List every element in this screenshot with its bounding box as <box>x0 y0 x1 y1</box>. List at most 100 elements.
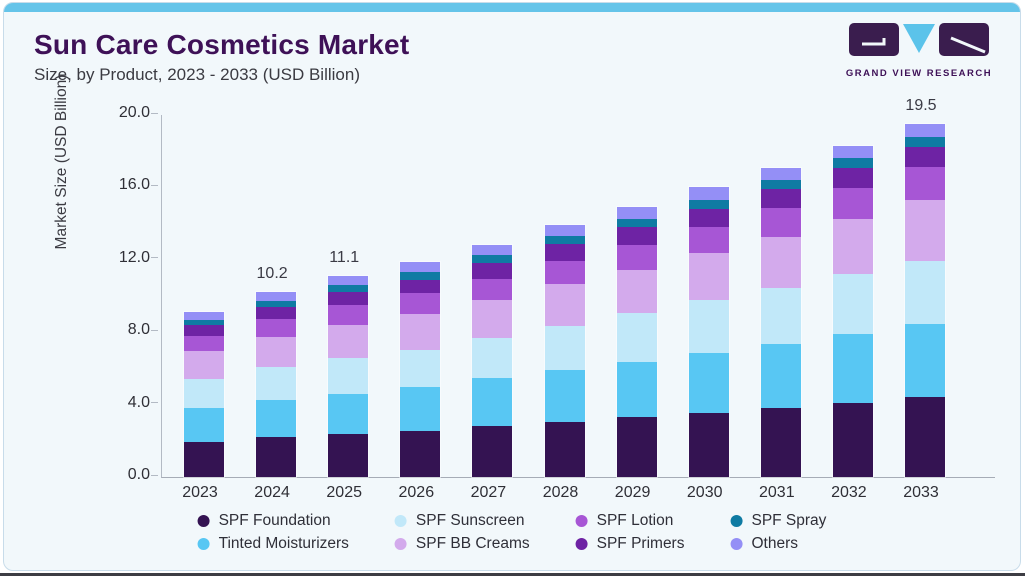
bar-segment-spf-foundation <box>905 397 945 477</box>
legend-item-spf-lotion: SPF Lotion <box>575 512 685 530</box>
bar-segment-spf-bb-creams <box>328 324 369 359</box>
legend-label: SPF Spray <box>751 512 827 529</box>
y-tick-label: 4.0 <box>127 393 150 411</box>
card-frame: Sun Care Cosmetics Market Size, by Produ… <box>3 2 1021 571</box>
bar-total-label-2033: 19.5 <box>905 97 937 115</box>
bar-segment-spf-primers <box>760 189 801 209</box>
bar-segment-spf-lotion <box>328 305 369 325</box>
legend-label: SPF Sunscreen <box>415 512 525 529</box>
page-subtitle: Size, by Product, 2023 - 2033 (USD Billi… <box>34 65 360 84</box>
bar-segment-spf-bb-creams <box>760 237 801 288</box>
bar-segment-spf-sunscreen <box>905 260 945 325</box>
bar-segment-spf-foundation <box>544 421 585 477</box>
bar-segment-spf-lotion <box>256 318 297 337</box>
x-axis-label-2026: 2026 <box>398 484 435 501</box>
bar-segment-spf-foundation <box>400 430 441 477</box>
y-tick-label: 12.0 <box>118 248 150 266</box>
bar-2032 <box>831 144 874 479</box>
bar-segment-others <box>184 312 224 320</box>
bar-segment-spf-sunscreen <box>400 350 441 388</box>
bar-2023 <box>183 311 225 478</box>
bar-2030 <box>687 186 730 478</box>
bar-segment-tinted-moisturizers <box>905 324 945 398</box>
bar-total-label-2024: 10.2 <box>256 265 288 283</box>
bar-segment-spf-foundation <box>832 402 873 477</box>
bar-segment-spf-foundation <box>760 408 801 477</box>
top-accent-bar <box>4 3 1020 12</box>
bar-segment-tinted-moisturizers <box>328 393 369 435</box>
bar-segment-spf-spray <box>184 319 224 325</box>
bar-segment-spf-sunscreen <box>760 287 801 344</box>
bar-segment-others <box>544 225 585 237</box>
bar-segment-spf-bb-creams <box>832 219 873 275</box>
bar-segment-spf-bb-creams <box>184 351 224 380</box>
legend-swatch-tinted-moisturizers <box>197 538 210 550</box>
x-axis-label-2029: 2029 <box>614 484 651 501</box>
bar-segment-spf-spray <box>328 285 369 293</box>
bar-segment-others <box>688 187 729 201</box>
bar-segment-spf-sunscreen <box>688 300 729 353</box>
bar-2033 <box>904 123 946 478</box>
bar-segment-spf-spray <box>760 180 801 190</box>
legend-swatch-spf-foundation <box>197 515 210 527</box>
legend-item-spf-bb-creams: SPF BB Creams <box>394 535 530 553</box>
bar-segment-spf-primers <box>688 209 729 228</box>
bar-segment-spf-sunscreen <box>544 325 585 371</box>
bar-segment-spf-primers <box>616 227 657 246</box>
bar-segment-spf-foundation <box>616 417 657 477</box>
bar-2025 <box>327 275 370 478</box>
bar-2031 <box>759 166 802 478</box>
legend-item-spf-primers: SPF Primers <box>575 535 684 553</box>
bar-segment-spf-lotion <box>544 260 585 285</box>
y-tick-mark <box>151 112 158 114</box>
bar-segment-spf-bb-creams <box>256 336 297 368</box>
legend-item-tinted-moisturizers: Tinted Moisturizers <box>197 535 349 553</box>
legend-label: SPF Lotion <box>596 512 674 529</box>
y-tick-label: 20.0 <box>118 104 150 121</box>
bar-2028 <box>543 224 586 478</box>
bar-segment-spf-sunscreen <box>328 358 369 394</box>
bar-2029 <box>615 206 658 478</box>
y-tick-mark <box>151 402 158 404</box>
bar-segment-spf-bb-creams <box>472 299 513 338</box>
y-tick-mark <box>151 257 158 259</box>
bar-segment-tinted-moisturizers <box>760 343 801 409</box>
legend-item-spf-spray: SPF Spray <box>730 512 826 530</box>
bar-segment-others <box>832 145 873 159</box>
legend-item-others: Others <box>730 535 826 553</box>
bar-segment-tinted-moisturizers <box>616 362 657 418</box>
bar-segment-spf-bb-creams <box>544 284 585 326</box>
bar-segment-spf-lotion <box>688 227 729 254</box>
bar-segment-spf-spray <box>905 136 945 147</box>
bar-segment-tinted-moisturizers <box>832 333 873 403</box>
legend-label: Tinted Moisturizers <box>218 535 349 552</box>
bar-segment-tinted-moisturizers <box>400 387 441 431</box>
bar-total-label-2025: 11.1 <box>329 249 360 267</box>
bar-segment-spf-sunscreen <box>616 313 657 363</box>
bar-segment-others <box>328 276 369 286</box>
bar-segment-spf-bb-creams <box>688 253 729 301</box>
legend-swatch-spf-lotion <box>575 515 588 527</box>
gvr-logo: GRAND VIEW RESEARCH <box>844 23 994 79</box>
x-axis-label-2027: 2027 <box>470 484 507 501</box>
bar-segment-spf-primers <box>256 306 297 319</box>
y-tick-mark <box>151 329 158 331</box>
bar-2024 <box>255 291 298 478</box>
bar-segment-spf-bb-creams <box>616 269 657 314</box>
bar-segment-spf-lotion <box>184 335 224 352</box>
bar-segment-spf-spray <box>256 300 297 307</box>
bottom-edge-bar <box>0 573 1025 576</box>
x-axis-label-2032: 2032 <box>831 484 867 501</box>
page-title: Sun Care Cosmetics Market <box>34 29 410 60</box>
bar-segment-spf-primers <box>905 146 945 168</box>
y-tick-label: 0.0 <box>127 466 150 483</box>
bar-segment-spf-spray <box>616 219 657 228</box>
legend-item-spf-foundation: SPF Foundation <box>197 512 349 530</box>
x-axis-label-2030: 2030 <box>686 484 723 501</box>
bar-segment-spf-primers <box>400 279 441 294</box>
legend-item-spf-sunscreen: SPF Sunscreen <box>394 512 530 530</box>
x-axis-label-2033: 2033 <box>903 484 939 501</box>
bar-segment-spf-primers <box>328 292 369 306</box>
legend-label: Others <box>751 535 798 552</box>
y-tick-mark <box>151 474 158 476</box>
